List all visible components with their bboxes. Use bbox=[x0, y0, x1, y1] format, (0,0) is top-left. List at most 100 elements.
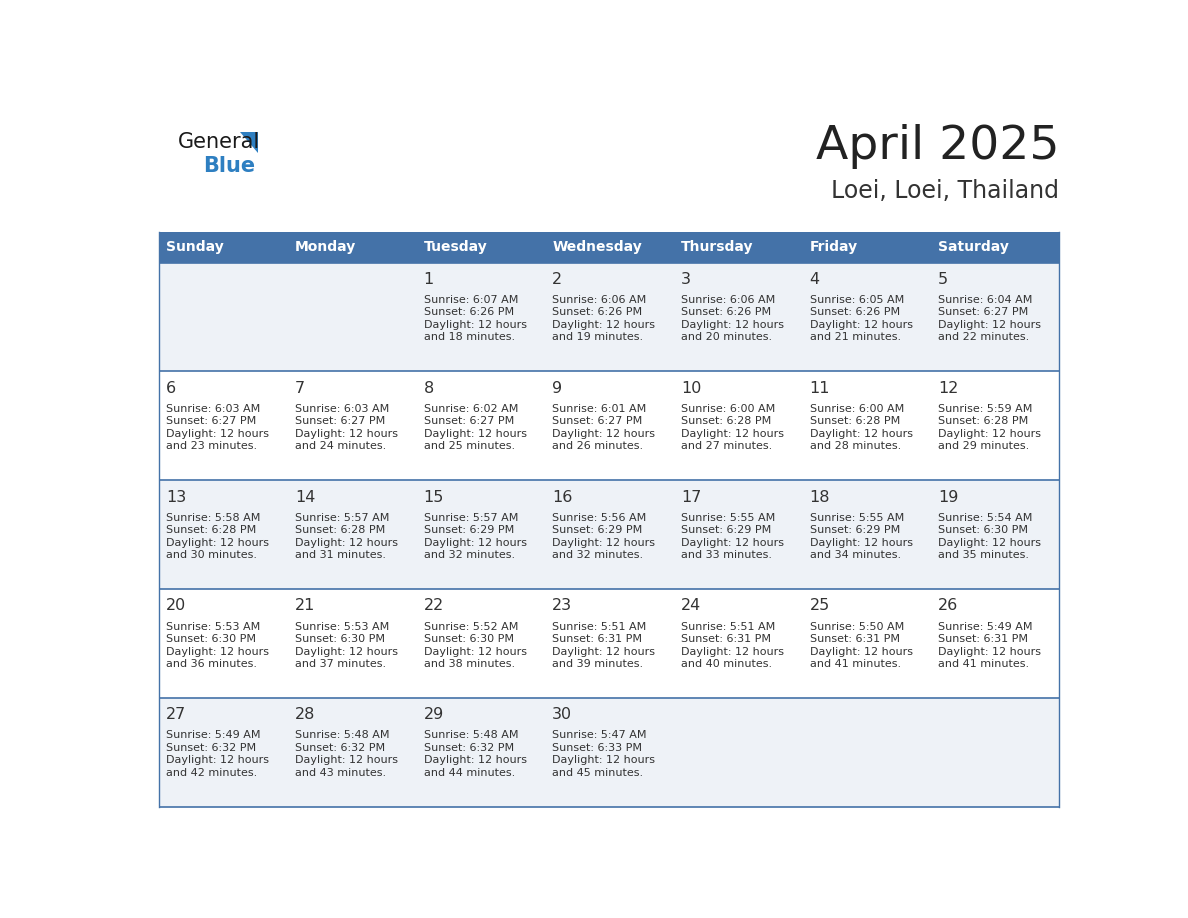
Text: Sunset: 6:28 PM: Sunset: 6:28 PM bbox=[681, 416, 771, 426]
Text: and 41 minutes.: and 41 minutes. bbox=[939, 659, 1029, 669]
Text: Sunrise: 6:06 AM: Sunrise: 6:06 AM bbox=[552, 295, 646, 305]
Text: Sunrise: 6:07 AM: Sunrise: 6:07 AM bbox=[424, 295, 518, 305]
Text: 25: 25 bbox=[809, 599, 830, 613]
Text: and 28 minutes.: and 28 minutes. bbox=[809, 442, 901, 452]
Bar bbox=[158, 232, 1060, 263]
Text: Sunset: 6:26 PM: Sunset: 6:26 PM bbox=[681, 308, 771, 318]
Text: and 43 minutes.: and 43 minutes. bbox=[295, 767, 386, 778]
Text: Daylight: 12 hours: Daylight: 12 hours bbox=[295, 429, 398, 439]
Text: Sunrise: 6:03 AM: Sunrise: 6:03 AM bbox=[166, 404, 260, 414]
Text: 17: 17 bbox=[681, 489, 701, 505]
Text: 18: 18 bbox=[809, 489, 830, 505]
Text: Daylight: 12 hours: Daylight: 12 hours bbox=[939, 538, 1041, 548]
Text: Sunset: 6:28 PM: Sunset: 6:28 PM bbox=[939, 416, 1029, 426]
Text: 13: 13 bbox=[166, 489, 187, 505]
Text: and 31 minutes.: and 31 minutes. bbox=[295, 550, 386, 560]
Text: Sunset: 6:27 PM: Sunset: 6:27 PM bbox=[295, 416, 385, 426]
Text: Sunset: 6:32 PM: Sunset: 6:32 PM bbox=[295, 743, 385, 753]
Text: and 36 minutes.: and 36 minutes. bbox=[166, 659, 258, 669]
Text: Daylight: 12 hours: Daylight: 12 hours bbox=[552, 429, 656, 439]
Text: 10: 10 bbox=[681, 381, 701, 396]
Text: and 41 minutes.: and 41 minutes. bbox=[809, 659, 901, 669]
Text: 21: 21 bbox=[295, 599, 315, 613]
Text: Sunrise: 5:51 AM: Sunrise: 5:51 AM bbox=[681, 621, 776, 632]
Text: Daylight: 12 hours: Daylight: 12 hours bbox=[681, 429, 784, 439]
Text: Sunrise: 6:03 AM: Sunrise: 6:03 AM bbox=[295, 404, 390, 414]
Text: Sunrise: 6:05 AM: Sunrise: 6:05 AM bbox=[809, 295, 904, 305]
Text: Sunset: 6:30 PM: Sunset: 6:30 PM bbox=[295, 634, 385, 644]
Text: Sunrise: 5:53 AM: Sunrise: 5:53 AM bbox=[166, 621, 260, 632]
Text: Sunrise: 5:47 AM: Sunrise: 5:47 AM bbox=[552, 731, 646, 741]
Text: Daylight: 12 hours: Daylight: 12 hours bbox=[424, 646, 526, 656]
Text: Sunrise: 5:57 AM: Sunrise: 5:57 AM bbox=[424, 513, 518, 522]
Text: Sunrise: 5:51 AM: Sunrise: 5:51 AM bbox=[552, 621, 646, 632]
Text: Sunrise: 5:56 AM: Sunrise: 5:56 AM bbox=[552, 513, 646, 522]
Text: 20: 20 bbox=[166, 599, 187, 613]
Text: Thursday: Thursday bbox=[681, 241, 753, 254]
Text: Daylight: 12 hours: Daylight: 12 hours bbox=[552, 646, 656, 656]
Text: 24: 24 bbox=[681, 599, 701, 613]
Text: 15: 15 bbox=[424, 489, 444, 505]
Text: and 44 minutes.: and 44 minutes. bbox=[424, 767, 514, 778]
Text: Sunset: 6:29 PM: Sunset: 6:29 PM bbox=[552, 525, 643, 535]
Text: Sunday: Sunday bbox=[166, 241, 225, 254]
Text: Sunrise: 6:01 AM: Sunrise: 6:01 AM bbox=[552, 404, 646, 414]
Text: Daylight: 12 hours: Daylight: 12 hours bbox=[295, 538, 398, 548]
Text: Sunrise: 6:00 AM: Sunrise: 6:00 AM bbox=[681, 404, 776, 414]
Text: and 32 minutes.: and 32 minutes. bbox=[424, 550, 514, 560]
Text: 7: 7 bbox=[295, 381, 305, 396]
Text: Sunrise: 5:54 AM: Sunrise: 5:54 AM bbox=[939, 513, 1032, 522]
Text: Daylight: 12 hours: Daylight: 12 hours bbox=[681, 538, 784, 548]
Text: Sunset: 6:30 PM: Sunset: 6:30 PM bbox=[166, 634, 257, 644]
Text: Daylight: 12 hours: Daylight: 12 hours bbox=[424, 756, 526, 766]
Text: Sunrise: 5:59 AM: Sunrise: 5:59 AM bbox=[939, 404, 1032, 414]
Text: Sunrise: 5:55 AM: Sunrise: 5:55 AM bbox=[809, 513, 904, 522]
Text: Sunset: 6:27 PM: Sunset: 6:27 PM bbox=[166, 416, 257, 426]
Text: Sunrise: 5:53 AM: Sunrise: 5:53 AM bbox=[295, 621, 390, 632]
Text: 26: 26 bbox=[939, 599, 959, 613]
Text: 5: 5 bbox=[939, 272, 948, 286]
Text: and 37 minutes.: and 37 minutes. bbox=[295, 659, 386, 669]
Text: and 20 minutes.: and 20 minutes. bbox=[681, 332, 772, 342]
Text: Daylight: 12 hours: Daylight: 12 hours bbox=[166, 646, 270, 656]
Text: Sunrise: 5:49 AM: Sunrise: 5:49 AM bbox=[939, 621, 1032, 632]
Text: 16: 16 bbox=[552, 489, 573, 505]
Text: Sunrise: 6:00 AM: Sunrise: 6:00 AM bbox=[809, 404, 904, 414]
Text: Sunset: 6:27 PM: Sunset: 6:27 PM bbox=[552, 416, 643, 426]
Text: Sunrise: 6:04 AM: Sunrise: 6:04 AM bbox=[939, 295, 1032, 305]
Text: Daylight: 12 hours: Daylight: 12 hours bbox=[424, 538, 526, 548]
Text: Daylight: 12 hours: Daylight: 12 hours bbox=[939, 319, 1041, 330]
Bar bbox=[158, 263, 1060, 372]
Text: Daylight: 12 hours: Daylight: 12 hours bbox=[295, 756, 398, 766]
Text: 30: 30 bbox=[552, 708, 573, 722]
Text: and 40 minutes.: and 40 minutes. bbox=[681, 659, 772, 669]
Text: Sunset: 6:26 PM: Sunset: 6:26 PM bbox=[424, 308, 513, 318]
Text: Sunset: 6:32 PM: Sunset: 6:32 PM bbox=[424, 743, 513, 753]
Text: and 22 minutes.: and 22 minutes. bbox=[939, 332, 1030, 342]
Text: and 39 minutes.: and 39 minutes. bbox=[552, 659, 644, 669]
Text: 27: 27 bbox=[166, 708, 187, 722]
Text: Daylight: 12 hours: Daylight: 12 hours bbox=[939, 429, 1041, 439]
Text: 11: 11 bbox=[809, 381, 830, 396]
Polygon shape bbox=[240, 132, 258, 153]
Text: and 25 minutes.: and 25 minutes. bbox=[424, 442, 514, 452]
Text: 9: 9 bbox=[552, 381, 562, 396]
Text: Sunrise: 5:55 AM: Sunrise: 5:55 AM bbox=[681, 513, 776, 522]
Text: Sunrise: 5:48 AM: Sunrise: 5:48 AM bbox=[295, 731, 390, 741]
Text: Sunrise: 5:58 AM: Sunrise: 5:58 AM bbox=[166, 513, 260, 522]
Text: Daylight: 12 hours: Daylight: 12 hours bbox=[295, 646, 398, 656]
Text: 22: 22 bbox=[424, 599, 444, 613]
Text: Daylight: 12 hours: Daylight: 12 hours bbox=[424, 429, 526, 439]
Text: and 34 minutes.: and 34 minutes. bbox=[809, 550, 901, 560]
Text: Daylight: 12 hours: Daylight: 12 hours bbox=[939, 646, 1041, 656]
Text: and 24 minutes.: and 24 minutes. bbox=[295, 442, 386, 452]
Text: Daylight: 12 hours: Daylight: 12 hours bbox=[809, 538, 912, 548]
Text: 28: 28 bbox=[295, 708, 315, 722]
Text: 19: 19 bbox=[939, 489, 959, 505]
Text: 23: 23 bbox=[552, 599, 573, 613]
Text: Sunset: 6:32 PM: Sunset: 6:32 PM bbox=[166, 743, 257, 753]
Bar bbox=[158, 698, 1060, 807]
Text: 3: 3 bbox=[681, 272, 691, 286]
Text: Sunrise: 5:50 AM: Sunrise: 5:50 AM bbox=[809, 621, 904, 632]
Text: 12: 12 bbox=[939, 381, 959, 396]
